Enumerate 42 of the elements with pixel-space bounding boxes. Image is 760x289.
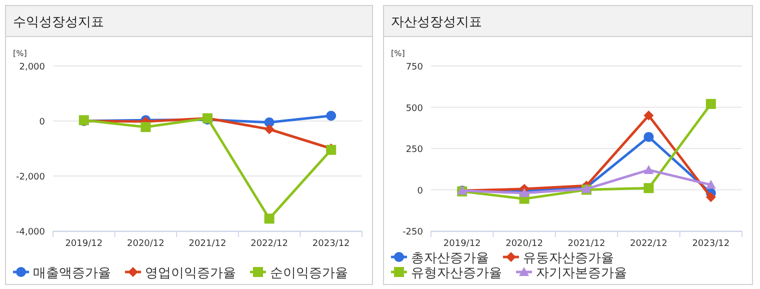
y-axis-title: [%] [13,49,27,58]
x-tick-label: 2023/12 [692,239,730,249]
legend-label: 매출액증가율 [33,266,111,281]
point [264,214,274,224]
x-tick-label: 2019/12 [443,239,481,249]
x-tick-label: 2020/12 [506,239,543,249]
point [264,124,274,134]
point [644,183,654,194]
legend-label: 자기자본증가율 [536,266,627,281]
chart-title: 자산성장성지표 [391,15,482,30]
point [644,110,654,120]
x-tick-label: 2020/12 [127,239,164,249]
point [706,192,716,202]
legend-label: 유형자산증가율 [411,266,502,281]
y-tick-label: -250 [402,228,424,238]
y-tick-label: 0 [417,186,424,196]
y-tick-label: -4,000 [16,228,46,238]
point [326,110,336,121]
point [519,188,530,198]
point [706,180,716,189]
x-tick-label: 2022/12 [630,239,668,249]
legend-label: 순이익증가율 [270,266,348,281]
point [706,98,716,109]
y-tick-label: 500 [406,104,424,114]
legend-label: 유동자산증가율 [523,251,614,266]
y-axis-title: [%] [391,49,405,58]
y-tick-label: 2,000 [19,62,46,72]
legend-label: 총자산증가율 [411,251,489,266]
x-tick-label: 2019/12 [65,239,103,249]
x-tick-label: 2022/12 [250,239,288,249]
y-tick-label: 250 [406,145,424,155]
y-tick-label: -2,000 [16,172,46,182]
chart-title: 수익성장성지표 [13,15,104,30]
point [140,122,151,132]
x-tick-label: 2021/12 [188,239,226,249]
y-tick-label: 750 [406,62,424,72]
x-tick-label: 2023/12 [312,239,350,249]
legend-label: 영업이익증가율 [145,266,236,281]
y-tick-label: 0 [39,118,46,128]
point [644,132,654,142]
point [644,164,654,174]
x-tick-label: 2021/12 [568,239,606,249]
